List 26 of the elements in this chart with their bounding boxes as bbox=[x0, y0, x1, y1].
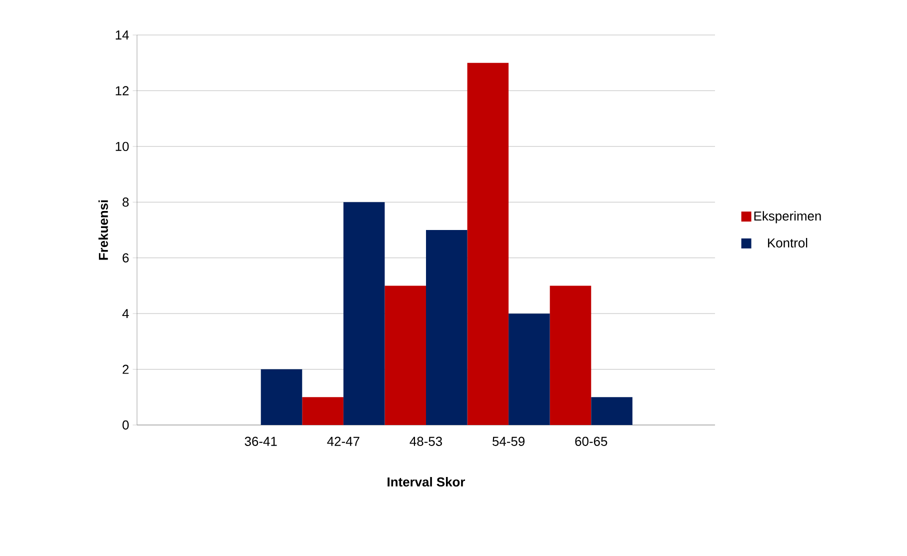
x-tick-label: 54-59 bbox=[492, 436, 525, 446]
y-axis-title: Frekuensi bbox=[98, 200, 108, 260]
bar bbox=[591, 397, 632, 425]
y-tick-label: 12 bbox=[116, 86, 129, 96]
x-tick-label: 48-53 bbox=[410, 436, 442, 446]
x-tick-label: 60-65 bbox=[575, 436, 608, 446]
y-tick-label: 2 bbox=[122, 364, 129, 374]
legend-label: Eksperimen bbox=[754, 211, 821, 224]
y-tick-label: 8 bbox=[122, 198, 129, 207]
bar bbox=[384, 286, 426, 425]
y-tick-label: 10 bbox=[116, 142, 129, 152]
bar bbox=[343, 202, 385, 425]
bar bbox=[508, 314, 550, 425]
bar bbox=[426, 230, 468, 425]
x-axis-title: Interval Skor bbox=[388, 477, 466, 487]
bar bbox=[302, 397, 344, 425]
y-tick-label: 14 bbox=[116, 30, 129, 40]
bar bbox=[550, 286, 592, 425]
y-tick-label: 4 bbox=[122, 309, 129, 318]
bar bbox=[467, 62, 509, 425]
y-tick-label: 6 bbox=[122, 253, 129, 262]
x-tick-label: 36-41 bbox=[244, 436, 277, 446]
x-tick-label: 42-47 bbox=[327, 436, 360, 446]
y-tick-label: 0 bbox=[122, 420, 129, 430]
bar bbox=[260, 369, 302, 425]
legend-label: Kontrol bbox=[768, 238, 808, 248]
